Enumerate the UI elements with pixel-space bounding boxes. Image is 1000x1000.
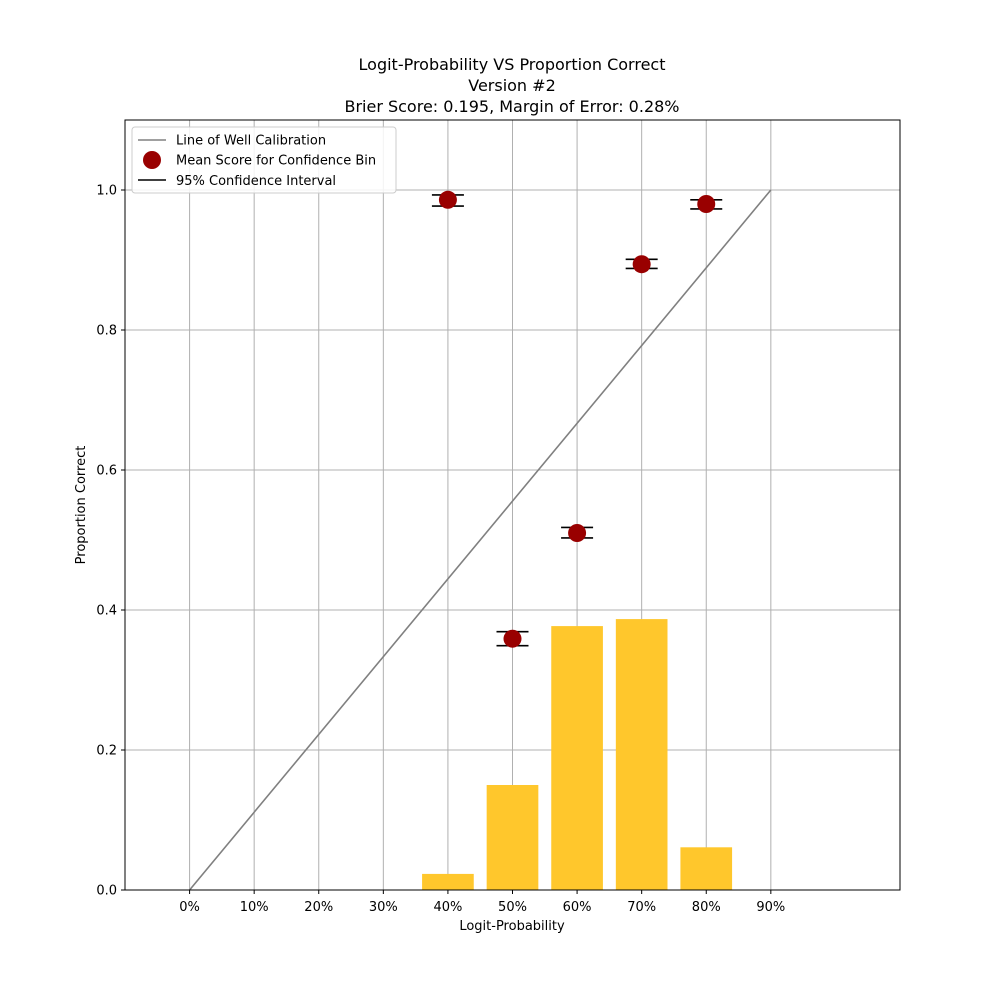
mean-score-points <box>438 190 716 648</box>
legend-label-mean-score: Mean Score for Confidence Bin <box>176 154 376 169</box>
legend-label-confidence: 95% Confidence Interval <box>176 174 336 189</box>
x-tick-label-1: 10% <box>240 900 269 915</box>
chart-title-line-3: Brier Score: 0.195, Margin of Error: 0.2… <box>344 97 679 116</box>
x-tick-label-9: 90% <box>756 900 785 915</box>
x-axis-label: Logit-Probability <box>459 919 565 934</box>
histogram-bar-4 <box>680 847 733 890</box>
y-axis-label: Proportion Correct <box>74 446 89 565</box>
y-axis-ticks: 0.0 0.2 0.4 0.6 0.8 1.0 <box>96 184 125 899</box>
x-tick-label-4: 40% <box>433 900 462 915</box>
y-tick-label-0: 0.0 <box>96 884 117 899</box>
x-tick-label-3: 30% <box>369 900 398 915</box>
x-tick-label-2: 20% <box>304 900 333 915</box>
grid-lines <box>125 120 900 891</box>
histogram-bar-1 <box>486 785 539 890</box>
x-tick-label-7: 70% <box>627 900 656 915</box>
mean-score-point-1 <box>503 629 522 648</box>
calibration-line-layer <box>188 189 772 891</box>
histogram-bar-0 <box>422 873 474 890</box>
y-tick-label-2: 0.4 <box>96 604 117 619</box>
x-tick-label-5: 50% <box>498 900 527 915</box>
y-tick-label-1: 0.2 <box>96 744 117 759</box>
legend-marker-swatch <box>143 151 161 169</box>
x-tick-label-8: 80% <box>692 900 721 915</box>
chart-title-line-2: Version #2 <box>468 76 556 95</box>
y-tick-label-5: 1.0 <box>96 184 117 199</box>
histogram-bar-2 <box>551 626 603 890</box>
chart-title-line-1: Logit-Probability VS Proportion Correct <box>359 55 666 74</box>
calibration-line <box>188 189 772 891</box>
mean-score-point-4 <box>697 195 716 213</box>
mean-score-point-2 <box>568 524 587 542</box>
histogram-bar-3 <box>615 619 668 890</box>
legend: Line of Well Calibration Mean Score for … <box>131 126 397 194</box>
chart-title: Logit-Probability VS Proportion Correct … <box>344 55 679 116</box>
mean-score-point-0 <box>438 190 457 209</box>
legend-box <box>131 126 397 194</box>
y-tick-label-4: 0.8 <box>96 324 117 339</box>
x-axis-ticks: 0% 10% 20% 30% 40% 50% 60% 70% 80% 90% <box>179 890 785 915</box>
x-tick-label-6: 60% <box>563 900 592 915</box>
legend-label-calibration: Line of Well Calibration <box>176 134 326 149</box>
y-tick-label-3: 0.6 <box>96 464 117 479</box>
histogram-bars <box>422 619 733 890</box>
mean-score-point-3 <box>632 255 651 274</box>
x-tick-label-0: 0% <box>179 900 200 915</box>
